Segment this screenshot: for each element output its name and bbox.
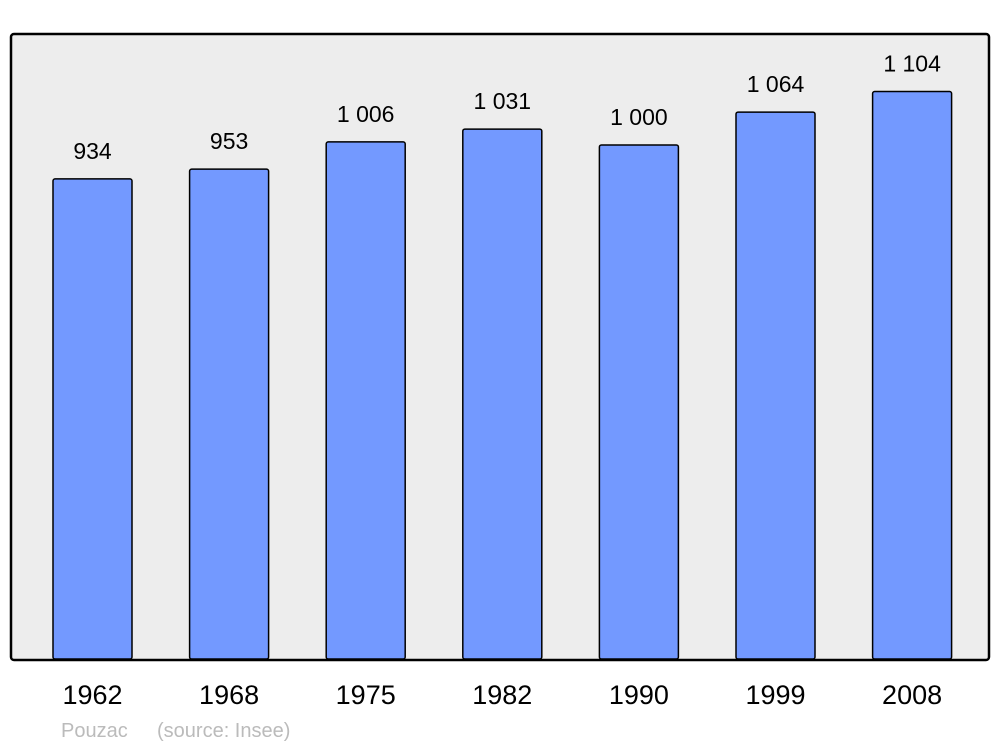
x-tick-label-1962: 1962 [62,680,122,710]
bar-1990 [598,144,680,660]
x-tick-label-2008: 2008 [882,680,942,710]
bar-1975 [325,141,406,660]
caption-source: (source: Insee) [157,720,290,742]
bar-1982 [462,128,543,660]
x-tick-label-1975: 1975 [336,680,396,710]
data-label-1975: 1 006 [337,101,395,127]
caption-place: Pouzac [61,720,128,742]
data-label-2008: 1 104 [883,51,941,77]
bar-1999 [735,111,816,660]
data-label-1982: 1 031 [474,88,532,114]
bar-1968 [188,168,270,660]
data-label-1968: 953 [210,128,248,154]
data-label-1999: 1 064 [747,71,805,97]
data-label-1990: 1 000 [610,104,668,130]
data-label-1962: 934 [73,138,112,164]
x-tick-label-1968: 1968 [199,680,259,710]
x-tick-label-1990: 1990 [609,680,669,710]
bar-1962 [52,178,133,660]
bar-2008 [871,90,953,660]
x-tick-label-1982: 1982 [472,680,532,710]
x-tick-label-1999: 1999 [745,680,805,710]
